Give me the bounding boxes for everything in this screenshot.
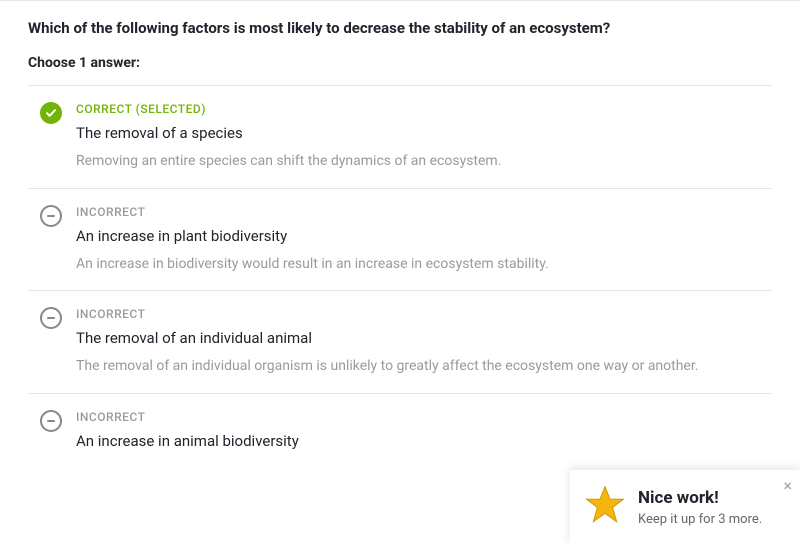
status-label: CORRECT (SELECTED): [76, 102, 744, 116]
close-icon[interactable]: ×: [783, 476, 792, 495]
toast-popup: Nice work! Keep it up for 3 more. ×: [570, 470, 800, 544]
answer-explanation: An increase in biodiversity would result…: [76, 255, 744, 275]
answer-text: The removal of an individual animal: [76, 329, 744, 347]
status-label: INCORRECT: [76, 205, 744, 219]
answer-option[interactable]: INCORRECT The removal of an individual a…: [28, 290, 772, 393]
answer-text: The removal of a species: [76, 124, 744, 142]
minus-icon: [40, 307, 62, 329]
minus-icon: [40, 410, 62, 432]
star-icon: [584, 484, 626, 530]
minus-icon: [40, 205, 62, 227]
status-label: INCORRECT: [76, 410, 744, 424]
answer-option[interactable]: INCORRECT An increase in plant biodivers…: [28, 188, 772, 291]
answer-option[interactable]: CORRECT (SELECTED) The removal of a spec…: [28, 85, 772, 188]
status-label: INCORRECT: [76, 307, 744, 321]
answer-explanation: The removal of an individual organism is…: [76, 357, 744, 377]
answer-option[interactable]: INCORRECT An increase in animal biodiver…: [28, 393, 772, 476]
answer-explanation: Removing an entire species can shift the…: [76, 152, 744, 172]
instruction-text: Choose 1 answer:: [28, 55, 772, 71]
toast-title: Nice work!: [638, 488, 784, 508]
toast-subtitle: Keep it up for 3 more.: [638, 512, 784, 527]
question-text: Which of the following factors is most l…: [28, 19, 772, 37]
answer-text: An increase in animal biodiversity: [76, 432, 744, 450]
check-icon: [40, 102, 62, 124]
answer-text: An increase in plant biodiversity: [76, 227, 744, 245]
